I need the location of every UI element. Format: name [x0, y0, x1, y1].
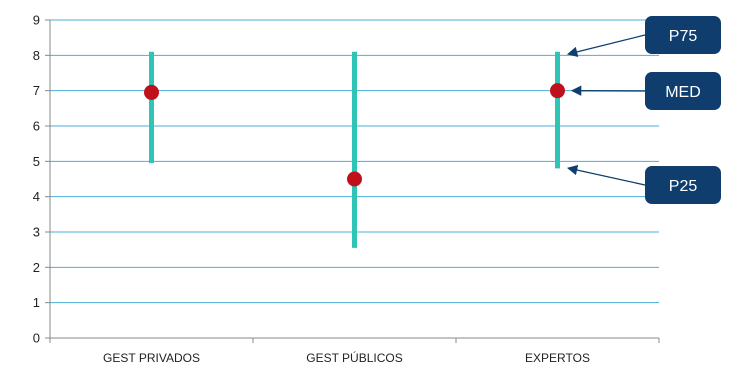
callout-label: P25 [669, 178, 698, 195]
y-tick-label: 1 [33, 295, 40, 310]
callout-arrow [566, 34, 646, 57]
median-point [550, 83, 565, 99]
y-tick-label: 0 [33, 331, 40, 346]
callout-arrow [566, 164, 646, 186]
x-category-labels: GEST PRIVADOS GEST PÚBLICOS EXPERTOS [103, 350, 590, 365]
y-tick-label: 5 [33, 154, 40, 169]
x-category-label: GEST PÚBLICOS [306, 350, 402, 365]
y-tick-label: 4 [33, 189, 40, 204]
callout-box [645, 166, 721, 204]
callout-label: P75 [669, 28, 698, 45]
callout-box [645, 16, 721, 54]
y-tick-label: 6 [33, 119, 40, 134]
median-points [144, 83, 565, 187]
range-bars [149, 51, 560, 248]
y-tick-label: 7 [33, 83, 40, 98]
y-tick-labels: 0 1 2 3 4 5 6 7 8 9 [33, 13, 40, 346]
y-tick-label: 8 [33, 48, 40, 63]
median-point [144, 84, 159, 100]
axes [45, 19, 660, 343]
y-tick-label: 3 [33, 225, 40, 240]
x-category-label: GEST PRIVADOS [103, 351, 200, 365]
median-point [347, 171, 362, 187]
y-tick-label: 2 [33, 260, 40, 275]
annotation-callouts: P75 MED P25 [566, 16, 721, 204]
callout-label: MED [665, 84, 701, 101]
callout-box [645, 72, 721, 110]
y-tick-label: 9 [33, 13, 40, 28]
x-category-label: EXPERTOS [525, 351, 590, 365]
